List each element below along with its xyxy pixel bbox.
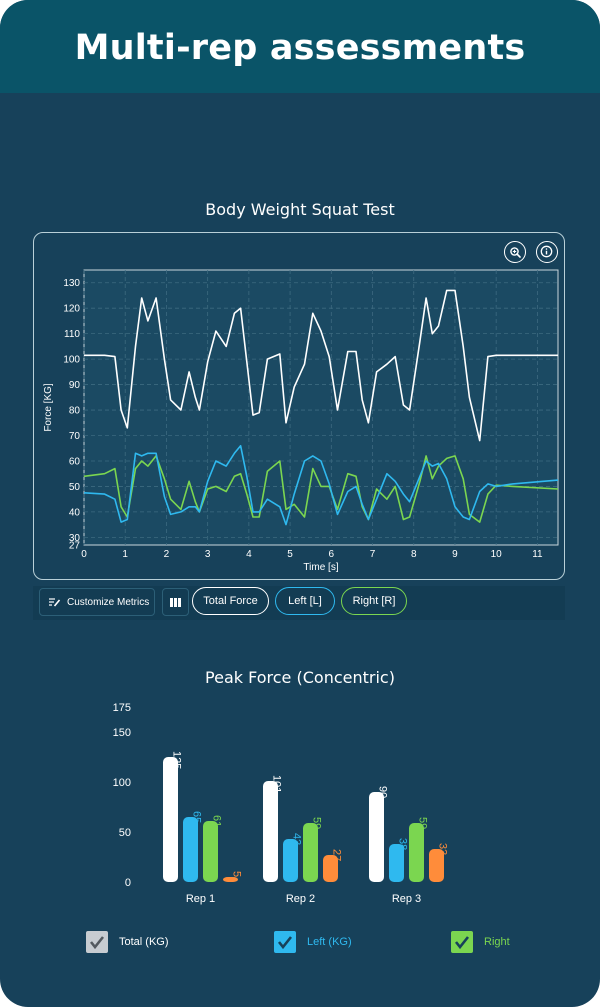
bar-label-left: 38 bbox=[397, 838, 409, 850]
line-chart-title: Body Weight Squat Test bbox=[205, 200, 395, 219]
x-tick-label: 1 bbox=[122, 549, 128, 560]
legend-total[interactable]: Total (KG) bbox=[86, 930, 169, 954]
edit-list-icon bbox=[49, 598, 61, 607]
customize-metrics-label: Customize Metrics bbox=[67, 596, 150, 608]
bar-chart: 0 50 100 150 175 125 65 61 5 Rep 1 101 43 59 27 Rep 2 9… bbox=[113, 702, 449, 905]
y-tick-label: 120 bbox=[63, 304, 80, 315]
bar-other bbox=[323, 855, 338, 882]
bar-label-left: 43 bbox=[291, 833, 303, 845]
bar-left bbox=[283, 839, 298, 882]
x-tick-label: 5 bbox=[287, 549, 293, 560]
x-tick-label: 6 bbox=[329, 549, 335, 560]
bar-total bbox=[263, 781, 278, 882]
legend-left-label: Left (KG) bbox=[307, 936, 352, 948]
bar-total bbox=[163, 757, 178, 882]
bar-left bbox=[183, 817, 198, 882]
bar-label-other: 33 bbox=[437, 843, 449, 855]
plot-area bbox=[83, 269, 559, 546]
series-total-force-line bbox=[84, 289, 558, 442]
toggle-left-label: Left [L] bbox=[288, 595, 322, 607]
legend-total-label: Total (KG) bbox=[119, 936, 169, 948]
x-axis-label: Time [s] bbox=[303, 562, 338, 573]
toggle-total-force[interactable]: Total Force bbox=[192, 587, 269, 615]
bar-other bbox=[223, 877, 238, 882]
bar-right bbox=[203, 821, 218, 882]
bar-left bbox=[389, 844, 404, 882]
customize-metrics-button[interactable]: Customize Metrics bbox=[39, 588, 155, 616]
y-tick-label: 110 bbox=[64, 329, 80, 340]
columns-button[interactable] bbox=[162, 588, 189, 616]
y-tick-label: 50 bbox=[119, 827, 131, 839]
zoom-in-icon[interactable] bbox=[504, 241, 526, 263]
legend-left[interactable]: Left (KG) bbox=[274, 930, 352, 954]
bar-right bbox=[409, 823, 424, 882]
columns-icon bbox=[170, 597, 181, 607]
checkbox-checked-icon[interactable] bbox=[274, 931, 296, 953]
y-tick-label: 50 bbox=[69, 482, 81, 493]
bar-total bbox=[369, 792, 384, 882]
bar-label-other: 5 bbox=[231, 871, 243, 877]
chart-toolbar: Customize Metrics Total Force Left [L] R… bbox=[33, 586, 565, 620]
category-label: Rep 1 bbox=[186, 893, 215, 905]
y-tick-label: 100 bbox=[113, 777, 131, 789]
toggle-right-label: Right [R] bbox=[352, 595, 396, 607]
bar-other bbox=[429, 849, 444, 882]
bar-label-other: 27 bbox=[331, 849, 343, 861]
toggle-left[interactable]: Left [L] bbox=[275, 587, 335, 615]
category-label: Rep 2 bbox=[286, 893, 315, 905]
category-label: Rep 3 bbox=[392, 893, 421, 905]
bar-label-right: 59 bbox=[311, 817, 323, 829]
y-tick-label: 27 bbox=[69, 541, 81, 552]
bar-label-total: 90 bbox=[377, 786, 389, 798]
x-tick-label: 0 bbox=[81, 549, 87, 560]
line-chart-card: 0 1 2 3 4 5 6 7 8 9 10 11 27 30 40 50 60 70 80 90 100 110 120 1… bbox=[33, 232, 565, 580]
y-tick-label: 30 bbox=[69, 533, 81, 544]
bar-chart-title: Peak Force (Concentric) bbox=[205, 668, 395, 687]
x-tick-label: 2 bbox=[164, 549, 170, 560]
y-tick-label: 80 bbox=[69, 406, 81, 417]
bar-label-total: 101 bbox=[271, 775, 283, 793]
toggle-right[interactable]: Right [R] bbox=[341, 587, 407, 615]
y-tick-label: 70 bbox=[69, 431, 81, 442]
y-tick-label: 60 bbox=[69, 456, 81, 467]
legend-right[interactable]: Right bbox=[451, 930, 510, 954]
bar-label-right: 61 bbox=[211, 815, 223, 827]
x-tick-label: 3 bbox=[205, 549, 211, 560]
x-tick-label: 8 bbox=[411, 549, 417, 560]
y-tick-label: 100 bbox=[63, 355, 80, 366]
bar-label-right: 59 bbox=[417, 817, 429, 829]
y-axis-label: Force [KG] bbox=[43, 383, 54, 432]
y-tick-label: 40 bbox=[69, 507, 81, 518]
info-icon[interactable] bbox=[536, 241, 558, 263]
y-tick-label: 130 bbox=[63, 278, 80, 289]
checkbox-checked-icon[interactable] bbox=[86, 931, 108, 953]
toggle-total-force-label: Total Force bbox=[203, 595, 258, 607]
bar-right bbox=[303, 823, 318, 882]
bar-label-total: 125 bbox=[171, 751, 183, 769]
header-bar: Multi-rep assessments bbox=[0, 0, 600, 93]
x-tick-label: 9 bbox=[452, 549, 458, 560]
x-tick-label: 4 bbox=[246, 549, 252, 560]
x-tick-label: 11 bbox=[532, 549, 543, 560]
y-tick-label: 175 bbox=[113, 702, 131, 714]
x-tick-label: 7 bbox=[370, 549, 376, 560]
bar-label-left: 65 bbox=[191, 811, 203, 823]
y-tick-label: 90 bbox=[69, 380, 81, 391]
series-left-line bbox=[83, 444, 559, 526]
checkbox-checked-icon[interactable] bbox=[451, 931, 473, 953]
y-tick-label: 150 bbox=[113, 727, 131, 739]
page-title: Multi-rep assessments bbox=[74, 28, 526, 68]
y-tick-label: 0 bbox=[125, 877, 131, 889]
x-tick-label: 10 bbox=[491, 549, 503, 560]
legend-right-label: Right bbox=[484, 936, 510, 948]
